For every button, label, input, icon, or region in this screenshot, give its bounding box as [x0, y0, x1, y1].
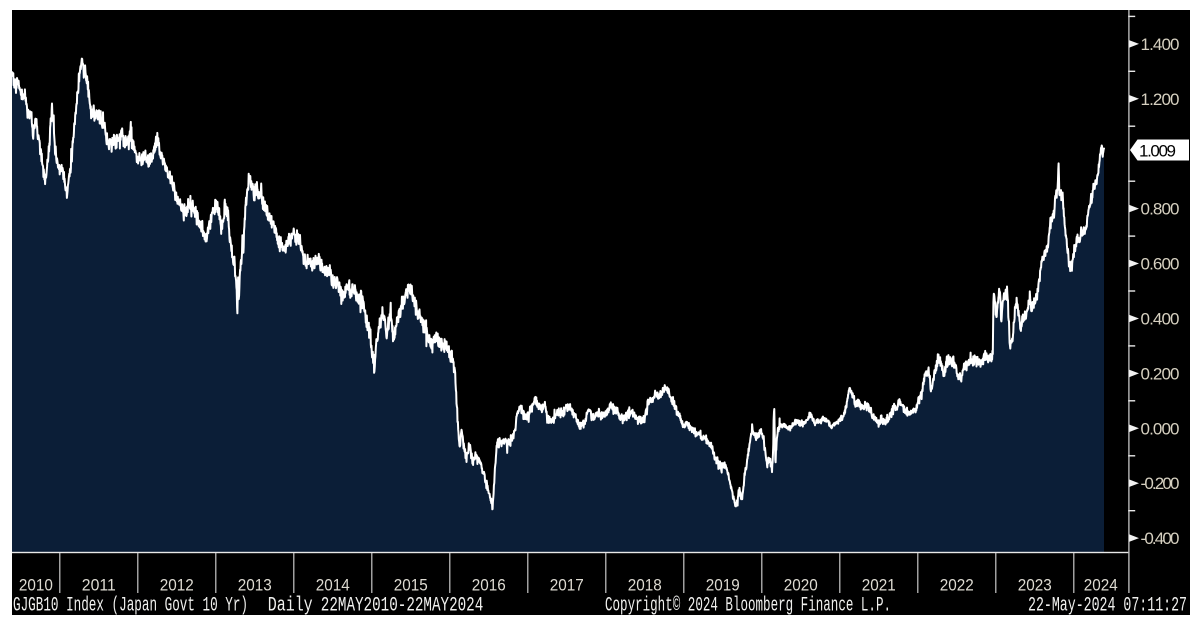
svg-text:-0.400: -0.400	[1141, 529, 1180, 548]
svg-text:2019: 2019	[706, 575, 740, 594]
svg-text:1.200: 1.200	[1141, 90, 1180, 109]
svg-text:0.200: 0.200	[1141, 364, 1180, 383]
svg-text:0.600: 0.600	[1141, 255, 1180, 274]
svg-text:2024: 2024	[1084, 575, 1118, 594]
svg-text:0.800: 0.800	[1141, 200, 1180, 219]
svg-text:2022: 2022	[940, 575, 974, 594]
svg-text:GJGB10 Index (Japan Govt 10 Yr: GJGB10 Index (Japan Govt 10 Yr)	[13, 594, 248, 617]
svg-text:2014: 2014	[316, 575, 350, 594]
svg-text:1.009: 1.009	[1139, 142, 1176, 161]
svg-text:2017: 2017	[550, 575, 584, 594]
svg-text:2016: 2016	[472, 575, 506, 594]
svg-text:2012: 2012	[160, 575, 194, 594]
svg-text:2023: 2023	[1018, 575, 1052, 594]
svg-text:0.000: 0.000	[1141, 419, 1180, 438]
svg-text:2010: 2010	[19, 575, 53, 594]
svg-text:2020: 2020	[784, 575, 818, 594]
svg-text:2015: 2015	[394, 575, 428, 594]
svg-text:-0.200: -0.200	[1141, 474, 1180, 493]
svg-text:22MAY2010-22MAY2024: 22MAY2010-22MAY2024	[321, 594, 484, 617]
svg-text:2013: 2013	[238, 575, 272, 594]
svg-text:22-May-2024 07:11:27: 22-May-2024 07:11:27	[1028, 594, 1187, 617]
svg-text:2011: 2011	[82, 575, 116, 594]
svg-text:Daily: Daily	[268, 594, 313, 617]
svg-text:0.400: 0.400	[1141, 310, 1180, 329]
svg-text:Copyright© 2024 Bloomberg Fina: Copyright© 2024 Bloomberg Finance L.P.	[605, 594, 891, 617]
svg-text:2018: 2018	[628, 575, 662, 594]
svg-text:2021: 2021	[862, 575, 896, 594]
svg-text:1.400: 1.400	[1141, 35, 1180, 54]
